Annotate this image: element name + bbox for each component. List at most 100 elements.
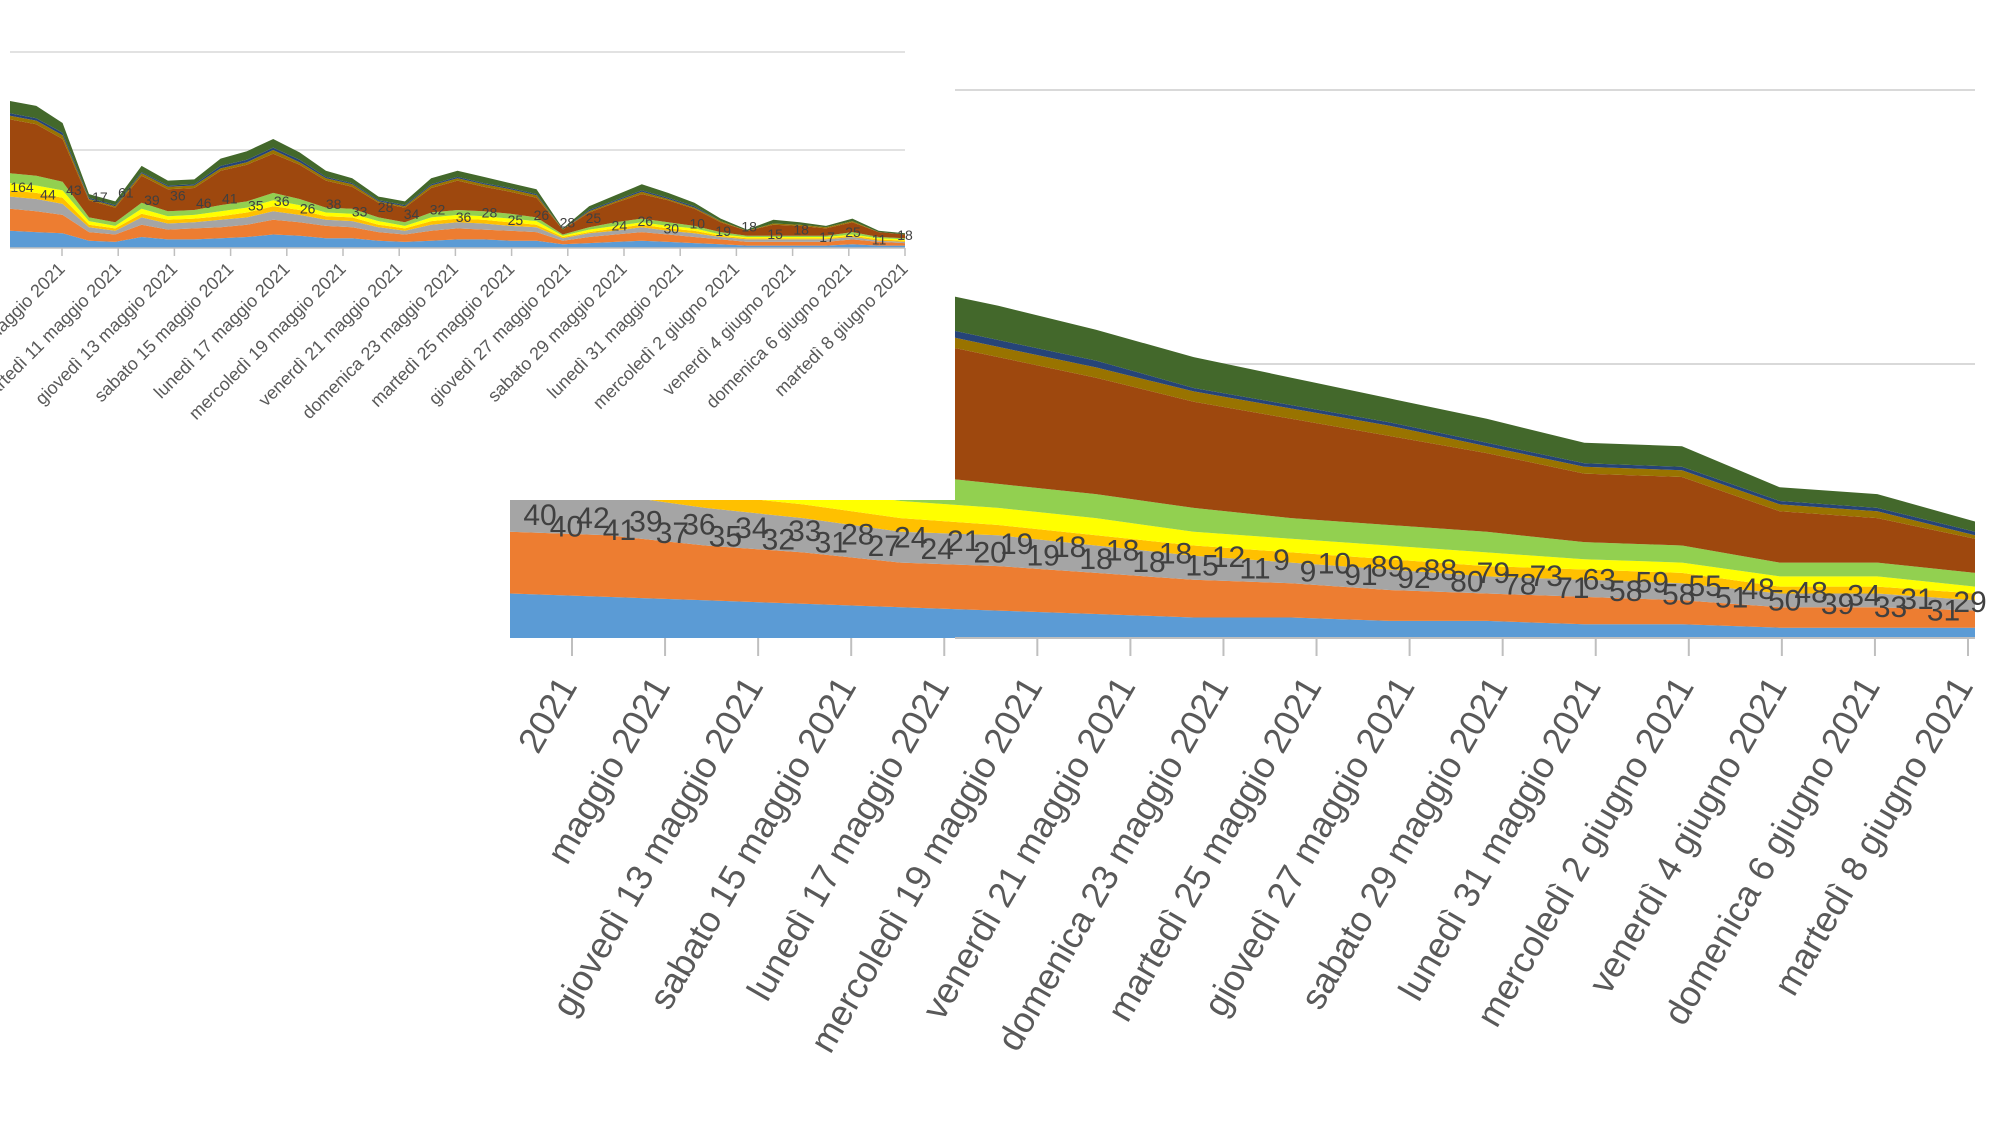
data-label: 28 bbox=[560, 215, 576, 231]
chart-inset-overview: maggio 2021 martedì 11 maggio 2021 giovedì… bbox=[0, 0, 955, 500]
data-label: 48 bbox=[1741, 573, 1774, 606]
data-label: 164 bbox=[10, 179, 34, 195]
data-label: 42 bbox=[576, 502, 609, 535]
data-label: 31 bbox=[1927, 594, 1960, 627]
data-label: 36 bbox=[456, 209, 472, 225]
data-label: 91 bbox=[1344, 559, 1377, 592]
data-label: 32 bbox=[430, 202, 446, 218]
area-series-6 bbox=[510, 422, 1975, 587]
data-label: 33 bbox=[1874, 591, 1907, 624]
data-label: 38 bbox=[326, 196, 342, 212]
area-series-2 bbox=[10, 208, 905, 246]
data-label: 36 bbox=[274, 193, 290, 209]
area-series-7 bbox=[10, 119, 905, 239]
area-series-9 bbox=[510, 237, 1975, 536]
area-series-2 bbox=[510, 531, 1975, 628]
data-label: 36 bbox=[682, 509, 715, 542]
data-label: 18 bbox=[793, 221, 809, 237]
data-label: 33 bbox=[352, 203, 368, 219]
data-label: 29 bbox=[1953, 586, 1986, 619]
data-label: 26 bbox=[534, 207, 550, 223]
data-label: 25 bbox=[586, 210, 602, 226]
data-label: 92 bbox=[1397, 562, 1430, 595]
data-label: 28 bbox=[482, 204, 498, 220]
data-label: 41 bbox=[603, 514, 636, 547]
data-label: 37 bbox=[656, 517, 689, 550]
data-label: 55 bbox=[1688, 570, 1721, 603]
data-label: 18 bbox=[897, 227, 913, 243]
data-label: 17 bbox=[819, 229, 835, 245]
data-label: 31 bbox=[815, 527, 848, 560]
data-label: 28 bbox=[841, 518, 874, 551]
data-label: 25 bbox=[508, 212, 524, 228]
data-label: 39 bbox=[629, 505, 662, 538]
data-label: 50 bbox=[1768, 585, 1801, 618]
x-tick-label: 2021 bbox=[509, 670, 585, 760]
area-series-1 bbox=[510, 593, 1975, 638]
data-label: 18 bbox=[1079, 543, 1112, 576]
area-series-10 bbox=[10, 101, 905, 235]
data-label: 26 bbox=[638, 213, 654, 229]
data-label: 9 bbox=[1300, 556, 1317, 589]
data-label: 31 bbox=[1900, 583, 1933, 616]
data-label: 80 bbox=[1450, 565, 1483, 598]
data-label: 44 bbox=[40, 186, 56, 202]
data-label: 18 bbox=[741, 219, 757, 235]
data-label: 24 bbox=[921, 533, 954, 566]
data-label: 10 bbox=[1318, 547, 1351, 580]
data-label: 19 bbox=[715, 223, 731, 239]
data-label: 40 bbox=[550, 511, 583, 544]
data-label: 46 bbox=[196, 195, 212, 211]
data-label: 35 bbox=[709, 520, 742, 553]
data-label: 33 bbox=[788, 515, 821, 548]
data-label: 25 bbox=[845, 224, 861, 240]
data-label: 34 bbox=[1847, 580, 1880, 613]
data-label: 27 bbox=[868, 530, 901, 563]
data-label: 15 bbox=[767, 226, 783, 242]
data-label: 61 bbox=[118, 185, 134, 201]
data-label: 26 bbox=[300, 201, 316, 217]
data-label: 19 bbox=[1000, 528, 1033, 561]
data-label: 88 bbox=[1424, 554, 1457, 587]
data-label: 51 bbox=[1715, 582, 1748, 615]
data-label: 39 bbox=[144, 192, 160, 208]
data-label: 71 bbox=[1556, 572, 1589, 605]
data-label: 63 bbox=[1583, 563, 1616, 596]
data-label: 36 bbox=[170, 187, 186, 203]
data-label: 15 bbox=[1185, 549, 1218, 582]
data-label: 34 bbox=[735, 512, 768, 545]
data-label: 12 bbox=[1212, 541, 1245, 574]
data-label: 58 bbox=[1662, 578, 1695, 611]
data-label: 78 bbox=[1503, 569, 1536, 602]
data-label: 35 bbox=[248, 198, 264, 214]
data-label: 39 bbox=[1821, 588, 1854, 621]
data-label: 41 bbox=[222, 190, 238, 206]
data-label: 24 bbox=[612, 217, 628, 233]
data-label: 9 bbox=[1273, 544, 1290, 577]
data-label: 28 bbox=[378, 199, 394, 215]
data-label: 18 bbox=[1159, 538, 1192, 571]
data-label: 48 bbox=[1794, 576, 1827, 609]
data-label: 18 bbox=[1053, 531, 1086, 564]
data-label: 10 bbox=[689, 216, 705, 232]
data-label: 20 bbox=[973, 536, 1006, 569]
data-label: 11 bbox=[1239, 553, 1270, 586]
area-series-4 bbox=[510, 473, 1975, 601]
data-label: 24 bbox=[894, 522, 927, 555]
data-label: 32 bbox=[762, 524, 795, 557]
data-label: 43 bbox=[66, 182, 82, 198]
data-label: 34 bbox=[404, 206, 420, 222]
area-series-3 bbox=[510, 487, 1975, 611]
data-label: 17 bbox=[92, 189, 108, 205]
data-label: 21 bbox=[947, 525, 980, 558]
data-label: 59 bbox=[1636, 567, 1669, 600]
data-label: 19 bbox=[1026, 540, 1059, 573]
data-label: 18 bbox=[1132, 546, 1165, 579]
data-label: 89 bbox=[1371, 551, 1404, 584]
data-label: 30 bbox=[663, 220, 679, 236]
data-label: 58 bbox=[1609, 575, 1642, 608]
data-label: 79 bbox=[1477, 557, 1510, 590]
